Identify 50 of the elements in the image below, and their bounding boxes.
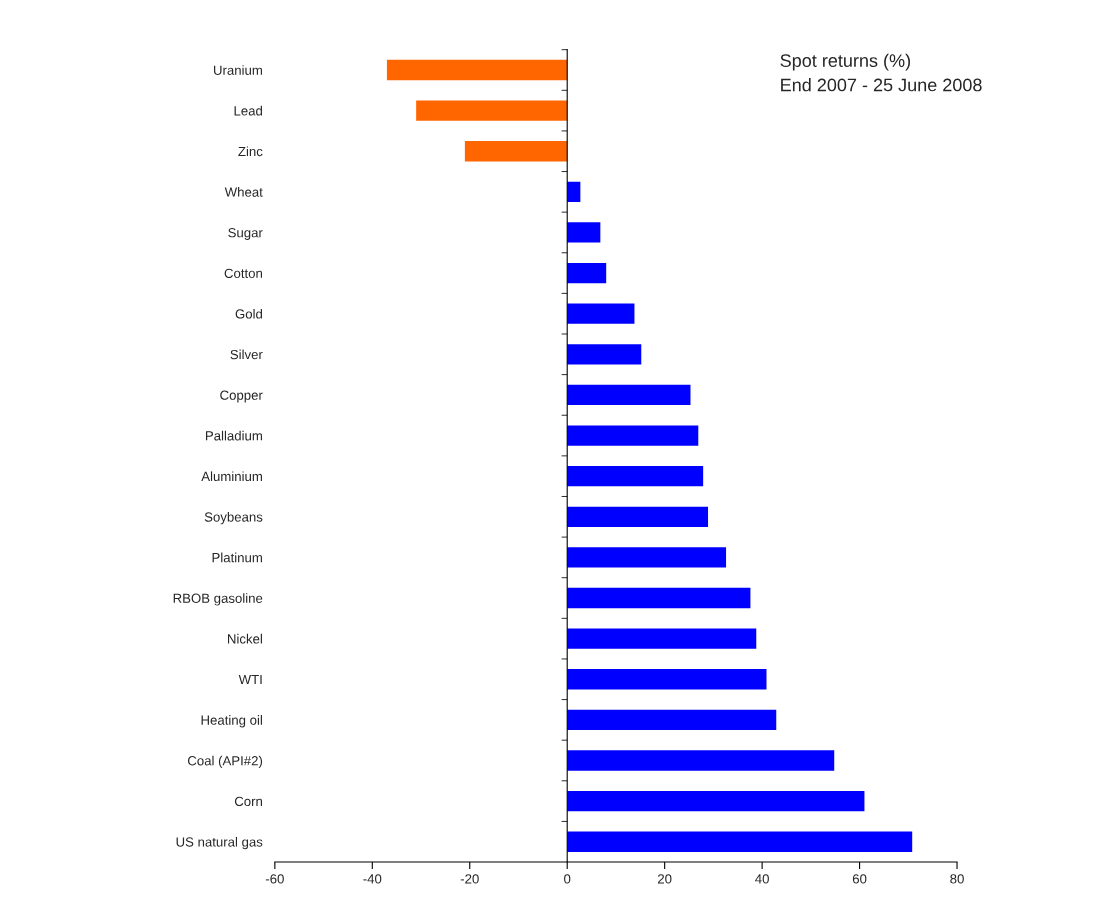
bar xyxy=(567,222,601,243)
bar xyxy=(567,262,607,284)
bar xyxy=(567,709,777,731)
bar xyxy=(567,587,751,609)
y-tick-label: Uranium xyxy=(214,65,262,75)
y-tick-label: Platinum xyxy=(212,552,262,563)
y-tick-label: Zinc xyxy=(238,146,263,157)
chart-title: Spot returns (%) xyxy=(780,53,910,71)
x-tick-label: 40 xyxy=(755,874,769,884)
y-tick-label: Soybeans xyxy=(204,512,263,525)
bar xyxy=(567,790,865,812)
bar xyxy=(567,506,709,527)
bar xyxy=(567,344,642,365)
y-tick-label: Lead xyxy=(234,105,262,116)
x-tick-label: -20 xyxy=(460,874,479,884)
y-tick-label: US natural gas xyxy=(176,836,263,850)
y-tick-label: Heating oil xyxy=(201,715,262,728)
y-tick-label: RBOB gasoline xyxy=(173,593,263,606)
y-tick-label: WTI xyxy=(238,674,262,685)
bar xyxy=(567,384,691,406)
y-tick-label: Palladium xyxy=(205,430,262,441)
y-tick-label: Aluminium xyxy=(201,471,262,482)
bar xyxy=(386,59,568,81)
x-tick-label: 80 xyxy=(950,874,964,884)
bar xyxy=(567,669,767,690)
y-tick-label: Sugar xyxy=(228,228,263,240)
x-tick-label: -60 xyxy=(265,874,284,884)
bar xyxy=(567,831,913,852)
y-tick-label: Copper xyxy=(220,390,263,403)
y-tick-label: Cotton xyxy=(224,268,262,278)
y-tick-label: Corn xyxy=(234,796,262,807)
y-tick-label: Gold xyxy=(235,308,262,319)
y-tick-label: Silver xyxy=(230,349,263,360)
y-tick-label: Nickel xyxy=(228,633,262,644)
bar xyxy=(567,181,581,202)
bar xyxy=(464,141,568,162)
bar xyxy=(567,628,757,649)
x-tick-label: 0 xyxy=(564,874,571,884)
y-tick-label: Wheat xyxy=(224,187,263,197)
y-tick-label: Coal (API#2) xyxy=(187,755,263,769)
x-tick-label: 20 xyxy=(657,874,672,884)
bar xyxy=(567,466,704,487)
x-tick-label: -40 xyxy=(363,874,382,884)
bar xyxy=(567,303,635,324)
bar xyxy=(567,750,835,771)
text: End 2007 - 25 June 2008 xyxy=(781,78,982,92)
x-tick-label: 60 xyxy=(852,874,867,884)
bar xyxy=(567,547,727,568)
bar xyxy=(567,425,699,446)
bar xyxy=(416,100,568,121)
